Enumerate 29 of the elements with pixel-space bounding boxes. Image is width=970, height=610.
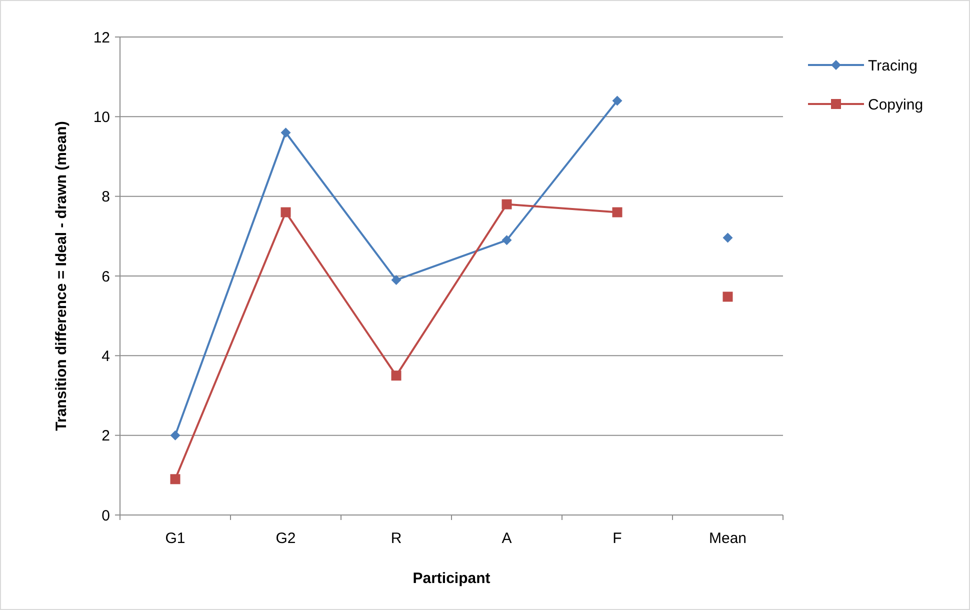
point bbox=[722, 292, 733, 302]
x-tick-label: F bbox=[612, 530, 622, 547]
point bbox=[502, 199, 512, 210]
x-tick-label: G2 bbox=[276, 530, 296, 547]
x-tick-label: G1 bbox=[165, 530, 186, 547]
y-tick-label: 12 bbox=[93, 29, 110, 46]
point bbox=[612, 207, 622, 218]
x-axis-title: Participant bbox=[412, 570, 490, 587]
y-tick-label: 2 bbox=[102, 428, 110, 445]
legend-label: Copying bbox=[868, 96, 924, 114]
y-tick-label: 4 bbox=[102, 348, 110, 365]
point bbox=[722, 232, 733, 243]
point bbox=[280, 207, 291, 218]
y-tick-label: 10 bbox=[93, 108, 110, 126]
y-axis-title: Transition difference = Ideal - drawn (mean) bbox=[53, 121, 70, 431]
x-tick-label: R bbox=[390, 530, 402, 547]
point bbox=[280, 128, 291, 138]
point bbox=[502, 235, 512, 246]
point bbox=[170, 430, 180, 440]
point bbox=[391, 370, 402, 381]
legend-label: Tracing bbox=[868, 57, 918, 74]
x-tick-label: A bbox=[502, 530, 512, 547]
y-tick-label: 6 bbox=[102, 268, 110, 286]
y-tick-label: 8 bbox=[102, 188, 110, 206]
point bbox=[612, 96, 622, 106]
point bbox=[170, 474, 180, 484]
x-tick-label: Mean bbox=[708, 530, 747, 547]
y-tick-label: 0 bbox=[102, 507, 110, 524]
point bbox=[391, 274, 402, 285]
